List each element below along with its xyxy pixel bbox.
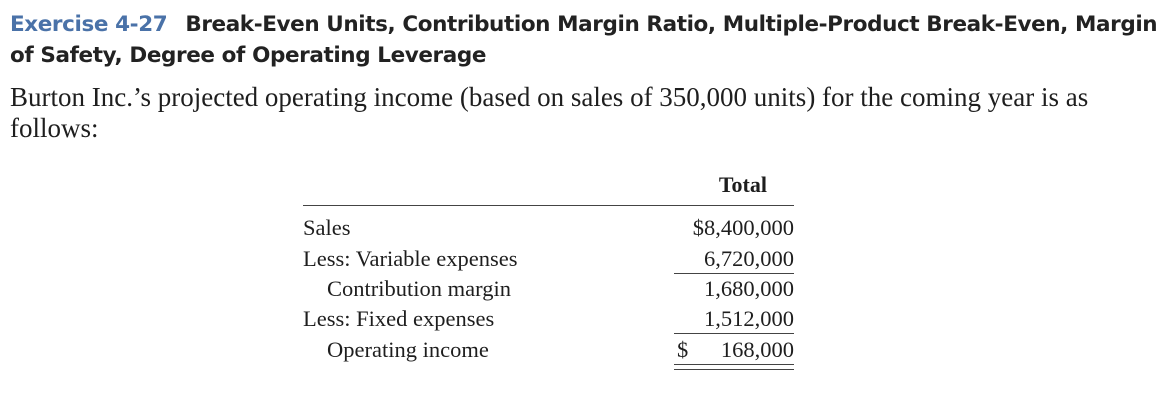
statement-row-operating-income: Operating income $ 168,000 (303, 335, 794, 365)
row-amount: $8,400,000 (692, 215, 794, 240)
row-amount: 1,512,000 (674, 304, 794, 334)
row-amount: 6,720,000 (674, 244, 794, 274)
double-underline-rule (674, 364, 794, 370)
row-label: Sales (303, 215, 351, 240)
row-label: Less: Fixed expenses (303, 306, 495, 331)
intro-paragraph: Burton Inc.’s projected operating income… (10, 82, 1089, 143)
statement-row-variable-expenses: Less: Variable expenses 6,720,000 (303, 244, 794, 274)
statement-row-fixed-expenses: Less: Fixed expenses 1,512,000 (303, 304, 794, 334)
statement-row-contribution-margin: Contribution margin 1,680,000 (303, 274, 794, 304)
column-header-total: Total (718, 172, 767, 197)
row-amount: 168,000 (720, 337, 794, 362)
exercise-heading: Exercise 4-27 Break-Even Units, Contribut… (10, 9, 1160, 71)
header-rule (303, 205, 794, 206)
exercise-title: Break-Even Units, Contribution Margin Ra… (10, 12, 1158, 68)
row-label: Less: Variable expenses (303, 246, 518, 271)
currency-symbol: $ (677, 337, 689, 362)
row-amount: 1,680,000 (704, 276, 794, 301)
row-label: Operating income (327, 337, 489, 362)
exercise-number: Exercise 4-27 (10, 12, 168, 37)
row-label: Contribution margin (327, 276, 511, 301)
statement-row-sales: Sales $8,400,000 (303, 213, 794, 243)
row-amount-cell: $ 168,000 (674, 335, 794, 365)
